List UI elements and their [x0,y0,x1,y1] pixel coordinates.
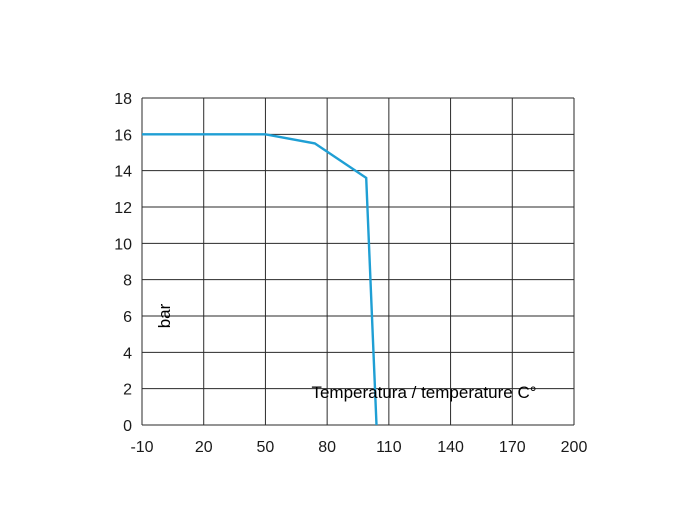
y-tick-label: 4 [123,345,132,362]
y-tick-label: 12 [114,200,132,217]
grid [141,97,575,426]
x-tick-label: 140 [437,439,464,456]
x-tick-label: -10 [130,439,153,456]
x-tick-label: 170 [499,439,526,456]
x-tick-label: 110 [376,439,402,456]
y-tick-label: 8 [123,273,132,290]
y-tick-label: 0 [123,418,132,435]
series-group [142,133,378,426]
y-tick-label: 16 [114,127,132,144]
x-tick-labels: -10 20 50 80 110 140 170 200 [130,439,587,456]
x-axis-title: Temperatura / temperature C° [311,383,536,402]
y-tick-label: 14 [114,164,132,181]
x-tick-label: 20 [195,439,213,456]
x-tick-label: 200 [561,439,588,456]
x-tick-label: 80 [318,439,336,456]
y-tick-label: 10 [114,236,132,253]
y-tick-label: 18 [114,91,132,108]
y-tick-label: 2 [123,382,132,399]
series-line [142,133,378,426]
y-tick-label: 6 [123,309,132,326]
x-tick-label: 50 [257,439,275,456]
y-tick-labels: 0 2 4 6 8 10 12 14 16 18 [114,91,132,435]
y-axis-title: bar [155,303,174,328]
